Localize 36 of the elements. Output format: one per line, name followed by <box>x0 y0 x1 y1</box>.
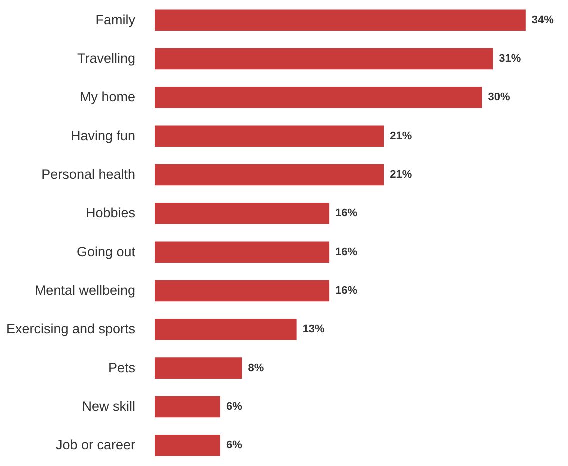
data-label: 21% <box>390 130 412 142</box>
bar <box>155 435 220 456</box>
y-tick-label: Exercising and sports <box>6 322 136 337</box>
y-tick-label: Going out <box>76 244 136 260</box>
bar <box>155 87 482 108</box>
y-tick-label: Family <box>96 12 136 28</box>
y-tick-label: Having fun <box>70 128 136 144</box>
data-label: 30% <box>488 92 511 104</box>
data-label: 16% <box>336 284 358 297</box>
y-tick-label: Mental wellbeing <box>34 282 136 298</box>
bar <box>155 358 242 379</box>
y-tick-label: Personal health <box>42 167 136 182</box>
data-label: 21% <box>390 169 412 182</box>
data-label: 6% <box>226 400 243 413</box>
bar <box>155 48 494 70</box>
data-label: 8% <box>248 362 264 374</box>
bar <box>155 10 526 31</box>
data-label: 34% <box>532 14 554 26</box>
data-label: 31% <box>499 53 522 66</box>
bar <box>155 164 384 186</box>
y-tick-label: New skill <box>82 398 136 414</box>
data-label: 16% <box>336 246 358 258</box>
bar <box>155 203 330 224</box>
y-tick-label: Pets <box>108 360 136 376</box>
bar <box>155 280 330 302</box>
y-tick-label: Hobbies <box>86 206 136 221</box>
y-tick-label: Job or career <box>56 438 136 453</box>
data-label: 6% <box>226 440 243 452</box>
bar <box>155 396 220 418</box>
y-tick-label: Travelling <box>77 51 136 66</box>
data-label: 13% <box>302 324 326 336</box>
bar <box>155 126 384 147</box>
bar <box>155 319 297 340</box>
data-label: 16% <box>336 208 358 220</box>
y-tick-label: My home <box>80 90 136 105</box>
bar <box>155 242 330 263</box>
